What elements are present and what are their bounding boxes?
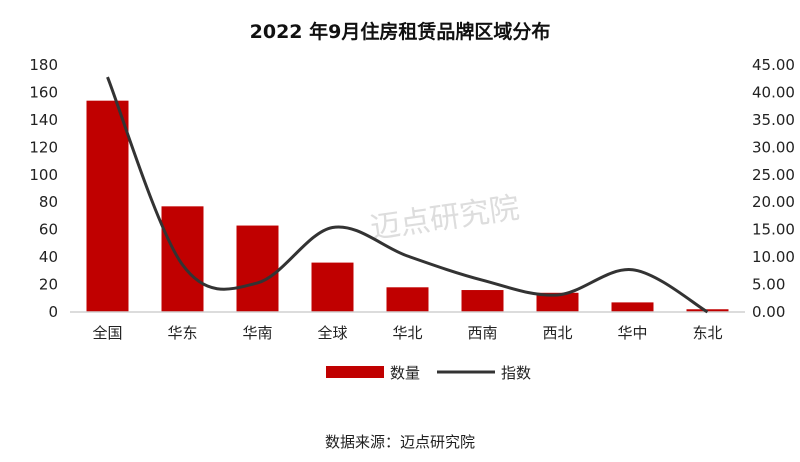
y-tick-label: 100 xyxy=(29,166,58,184)
y2-tick-label: 25.00 xyxy=(752,166,795,184)
y-tick-label: 80 xyxy=(39,193,58,211)
bar-华北 xyxy=(386,287,429,312)
watermark: 迈点研究院 xyxy=(368,191,521,247)
x-tick-label: 全国 xyxy=(92,324,122,342)
y2-tick-label: 10.00 xyxy=(752,248,795,266)
x-tick-label: 西北 xyxy=(542,324,572,342)
y2-tick-label: 35.00 xyxy=(752,111,795,129)
y-tick-label: 0 xyxy=(48,303,58,321)
y-tick-label: 140 xyxy=(29,111,58,129)
x-tick-label: 华东 xyxy=(167,324,197,342)
x-tick-label: 华北 xyxy=(392,324,422,342)
y-tick-label: 180 xyxy=(29,56,58,74)
bar-华中 xyxy=(611,302,654,312)
y2-tick-label: 15.00 xyxy=(752,221,795,239)
y2-tick-label: 45.00 xyxy=(752,56,795,74)
bar-全国 xyxy=(86,100,129,312)
y2-tick-label: 5.00 xyxy=(752,276,785,294)
legend-swatch-bar xyxy=(326,366,384,378)
y-tick-label: 40 xyxy=(39,248,58,266)
y2-tick-label: 40.00 xyxy=(752,83,795,101)
legend-label-line: 指数 xyxy=(501,364,531,382)
y2-tick-label: 30.00 xyxy=(752,138,795,156)
x-tick-label: 西南 xyxy=(467,324,497,342)
y-tick-label: 160 xyxy=(29,83,58,101)
bar-西南 xyxy=(461,290,504,312)
y2-tick-label: 20.00 xyxy=(752,193,795,211)
bar-西北 xyxy=(536,292,579,312)
legend-label-bar: 数量 xyxy=(390,364,420,382)
y-tick-label: 60 xyxy=(39,221,58,239)
bar-华南 xyxy=(236,225,279,312)
x-tick-label: 东北 xyxy=(692,324,722,342)
source-note: 数据来源：迈点研究院 xyxy=(325,433,475,451)
bar-华东 xyxy=(161,206,204,312)
x-tick-label: 全球 xyxy=(317,324,347,342)
x-tick-label: 华南 xyxy=(242,324,272,342)
chart-title: 2022 年9月住房租赁品牌区域分布 xyxy=(250,20,551,43)
legend: 数量 指数 xyxy=(326,364,531,382)
bar-全球 xyxy=(311,262,354,312)
line-series-指数 xyxy=(106,76,709,314)
y2-tick-label: 0.00 xyxy=(752,303,785,321)
x-tick-label: 华中 xyxy=(617,324,647,342)
y-tick-label: 120 xyxy=(29,138,58,156)
y-tick-label: 20 xyxy=(39,276,58,294)
